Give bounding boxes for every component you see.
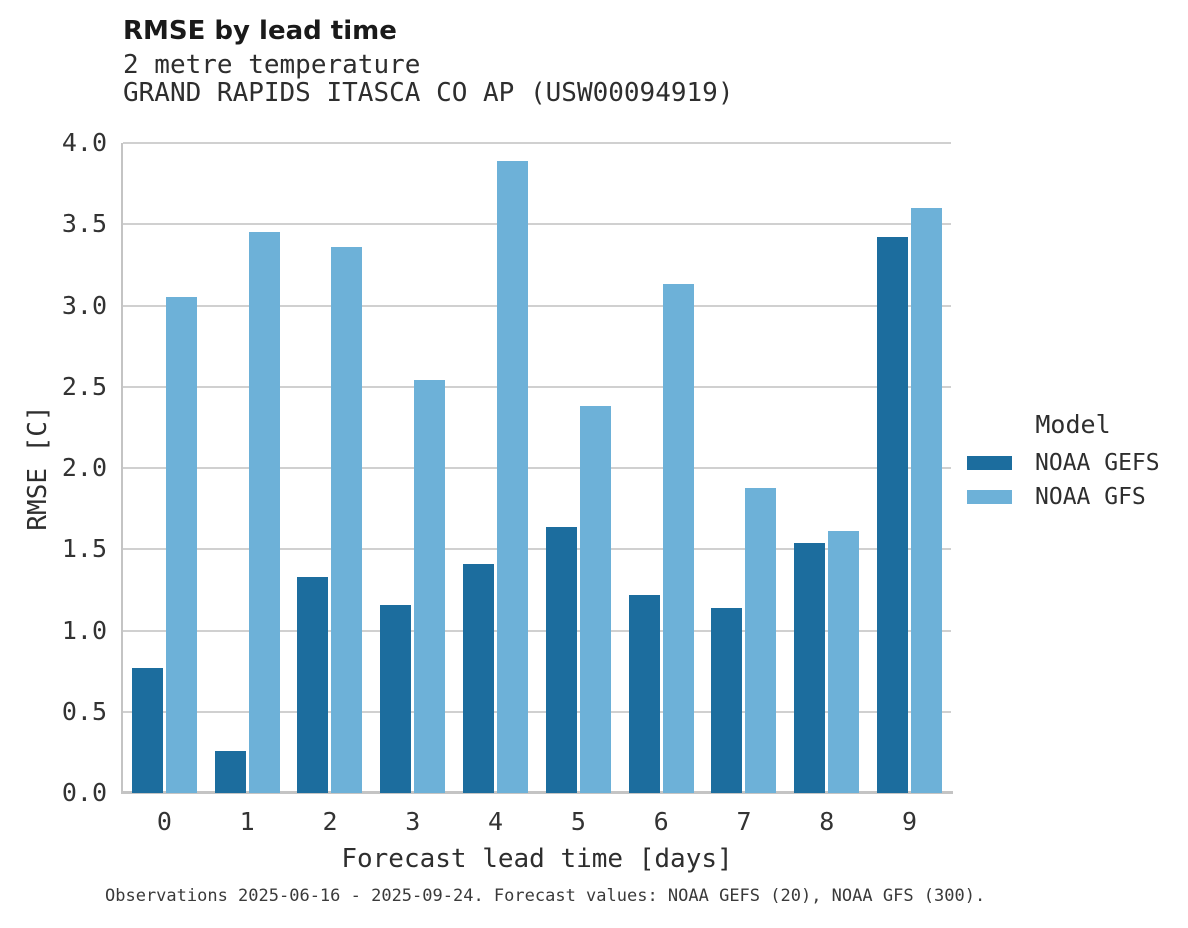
y-tick-label: 3.0: [61, 290, 107, 320]
y-axis-ticks: 0.0 0.5 1.0 1.5 2.0 2.5 3.0 3.5 4.0: [0, 129, 107, 807]
x-axis-label: Forecast lead time [days]: [341, 844, 733, 874]
y-tick-label: 2.5: [61, 371, 107, 401]
bar-noaa-gefs-lead-7: [711, 607, 743, 793]
x-tick-label: 1: [239, 807, 255, 836]
y-tick-label: 2.0: [61, 453, 107, 482]
bar-noaa-gefs-lead-3: [380, 604, 412, 793]
bar-noaa-gefs-lead-0: [131, 667, 163, 793]
bar-group-lead-4: [454, 143, 537, 793]
legend-title: Model: [1035, 410, 1111, 439]
y-axis-spine: [121, 143, 123, 794]
bar-noaa-gfs-lead-7: [745, 487, 777, 793]
bar-noaa-gfs-lead-2: [331, 247, 363, 793]
bar-group-lead-7: [703, 143, 786, 793]
x-tick-label: 4: [488, 807, 504, 836]
bar-group-lead-9: [868, 143, 951, 793]
bar-noaa-gfs-lead-8: [828, 531, 860, 793]
legend: Model NOAA GEFS NOAA GFS: [967, 410, 1179, 509]
bar-noaa-gefs-lead-4: [463, 563, 495, 793]
x-tick-label: 6: [653, 807, 669, 836]
x-tick-label: 2: [322, 807, 338, 836]
bar-group-lead-1: [206, 143, 289, 793]
chart-subtitle-station: GRAND RAPIDS ITASCA CO AP (USW00094919): [123, 78, 734, 108]
bar-group-lead-6: [620, 143, 703, 793]
gridline: [123, 629, 951, 632]
legend-item-noaa-gfs: NOAA GFS: [967, 485, 1179, 509]
legend-item-noaa-gefs: NOAA GEFS: [967, 451, 1179, 475]
legend-items: NOAA GEFS NOAA GFS: [967, 451, 1179, 509]
bar-noaa-gefs-lead-5: [545, 526, 577, 793]
gridline: [123, 548, 951, 551]
x-tick-label: 9: [902, 807, 918, 836]
gridline: [123, 142, 951, 144]
x-tick-label: 3: [405, 807, 421, 836]
x-tick-label: 7: [736, 807, 752, 836]
bar-noaa-gefs-lead-2: [297, 576, 329, 793]
legend-label: NOAA GEFS: [1035, 450, 1160, 476]
chart-title: RMSE by lead time: [123, 16, 397, 46]
gridline: [123, 304, 951, 307]
bar-noaa-gefs-lead-8: [794, 542, 826, 793]
x-axis-spine: [121, 791, 953, 794]
bar-noaa-gfs-lead-0: [165, 297, 197, 793]
y-tick-label: 1.5: [61, 534, 107, 564]
bars-layer: [123, 143, 951, 793]
bar-noaa-gfs-lead-1: [248, 232, 280, 793]
legend-swatch: [967, 456, 1012, 470]
bar-group-lead-2: [289, 143, 372, 793]
bar-noaa-gfs-lead-4: [497, 160, 529, 793]
bar-noaa-gfs-lead-6: [662, 284, 694, 793]
y-axis-label: RMSE [C]: [23, 405, 53, 531]
bar-noaa-gefs-lead-1: [214, 750, 246, 793]
bar-noaa-gfs-lead-5: [579, 406, 611, 793]
x-tick-label: 0: [156, 807, 172, 836]
gridline: [123, 385, 951, 388]
y-tick-label: 3.5: [61, 209, 107, 239]
bar-noaa-gfs-lead-9: [911, 208, 943, 793]
y-tick-label: 4.0: [61, 128, 107, 157]
footer-note: Observations 2025-06-16 - 2025-09-24. Fo…: [105, 886, 986, 906]
bar-noaa-gefs-lead-6: [628, 594, 660, 793]
y-tick-label: 0.0: [61, 778, 107, 807]
legend-swatch: [967, 490, 1012, 504]
plot-area: [123, 142, 951, 793]
bar-group-lead-0: [123, 143, 206, 793]
bar-group-lead-3: [371, 143, 454, 793]
legend-label: NOAA GFS: [1035, 484, 1146, 510]
x-tick-label: 5: [570, 807, 586, 836]
bar-noaa-gfs-lead-3: [414, 380, 446, 793]
y-tick-label: 0.5: [61, 696, 107, 726]
bar-noaa-gefs-lead-9: [877, 237, 909, 793]
gridline: [123, 710, 951, 713]
chart-subtitle-variable: 2 metre temperature: [123, 50, 421, 80]
gridline: [123, 223, 951, 226]
bar-group-lead-8: [785, 143, 868, 793]
y-tick-label: 1.0: [61, 615, 107, 645]
x-axis-ticks: 0 1 2 3 4 5 6 7 8 9: [123, 808, 951, 836]
x-tick-label: 8: [819, 807, 835, 836]
gridline: [123, 467, 951, 469]
bar-group-lead-5: [537, 143, 620, 793]
